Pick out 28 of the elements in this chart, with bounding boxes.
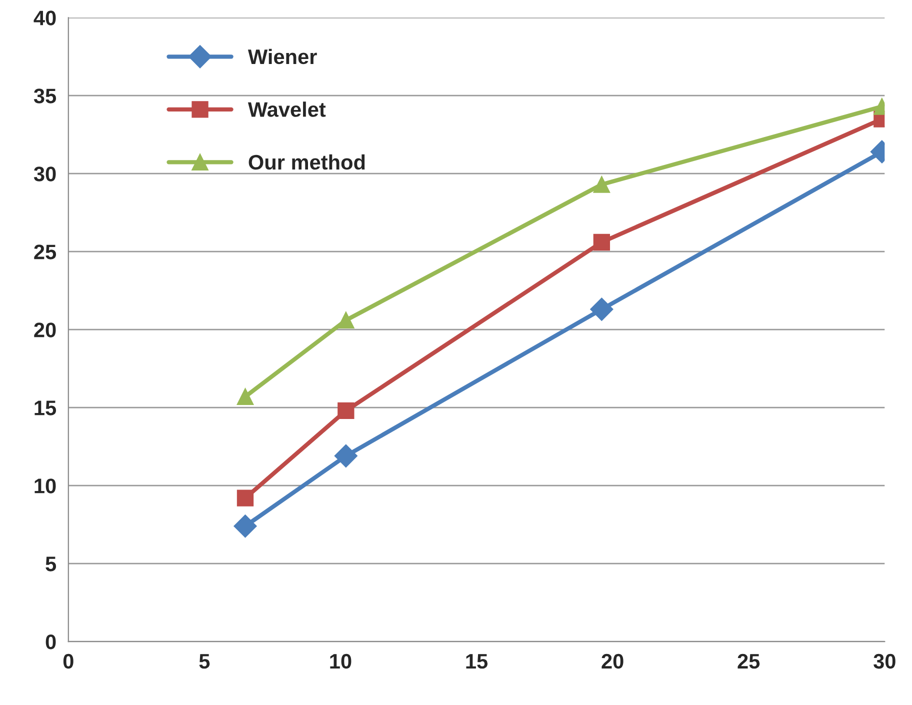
legend-label: Wavelet xyxy=(248,102,326,117)
point xyxy=(593,234,610,251)
y-tick-label: 10 xyxy=(34,478,56,494)
point xyxy=(236,490,254,506)
y-tick-label: 30 xyxy=(34,166,56,182)
x-tick-label: 0 xyxy=(63,654,74,669)
legend-label: Wiener xyxy=(248,48,317,64)
point xyxy=(338,402,354,420)
point xyxy=(236,388,254,405)
y-tick-label: 35 xyxy=(34,88,56,104)
x-tick-label: 25 xyxy=(738,654,760,669)
y-tick-label: 0 xyxy=(46,634,56,650)
x-tick-label: 10 xyxy=(330,654,352,669)
y-tick-label: 5 xyxy=(46,556,56,572)
x-tick-label: 20 xyxy=(602,654,624,669)
y-tick-label: 20 xyxy=(34,322,56,338)
point xyxy=(334,444,358,468)
point xyxy=(338,312,354,329)
x-tick-label: 30 xyxy=(874,654,896,669)
y-tick-label: 15 xyxy=(34,400,56,416)
legend-label: Our method xyxy=(248,154,365,170)
y-tick-label: 25 xyxy=(34,244,56,260)
y-tick-label: 40 xyxy=(34,10,56,26)
x-tick-label: 5 xyxy=(199,654,210,669)
point xyxy=(593,176,610,193)
point xyxy=(234,514,257,538)
point xyxy=(590,298,614,321)
x-tick-label: 15 xyxy=(466,654,488,669)
